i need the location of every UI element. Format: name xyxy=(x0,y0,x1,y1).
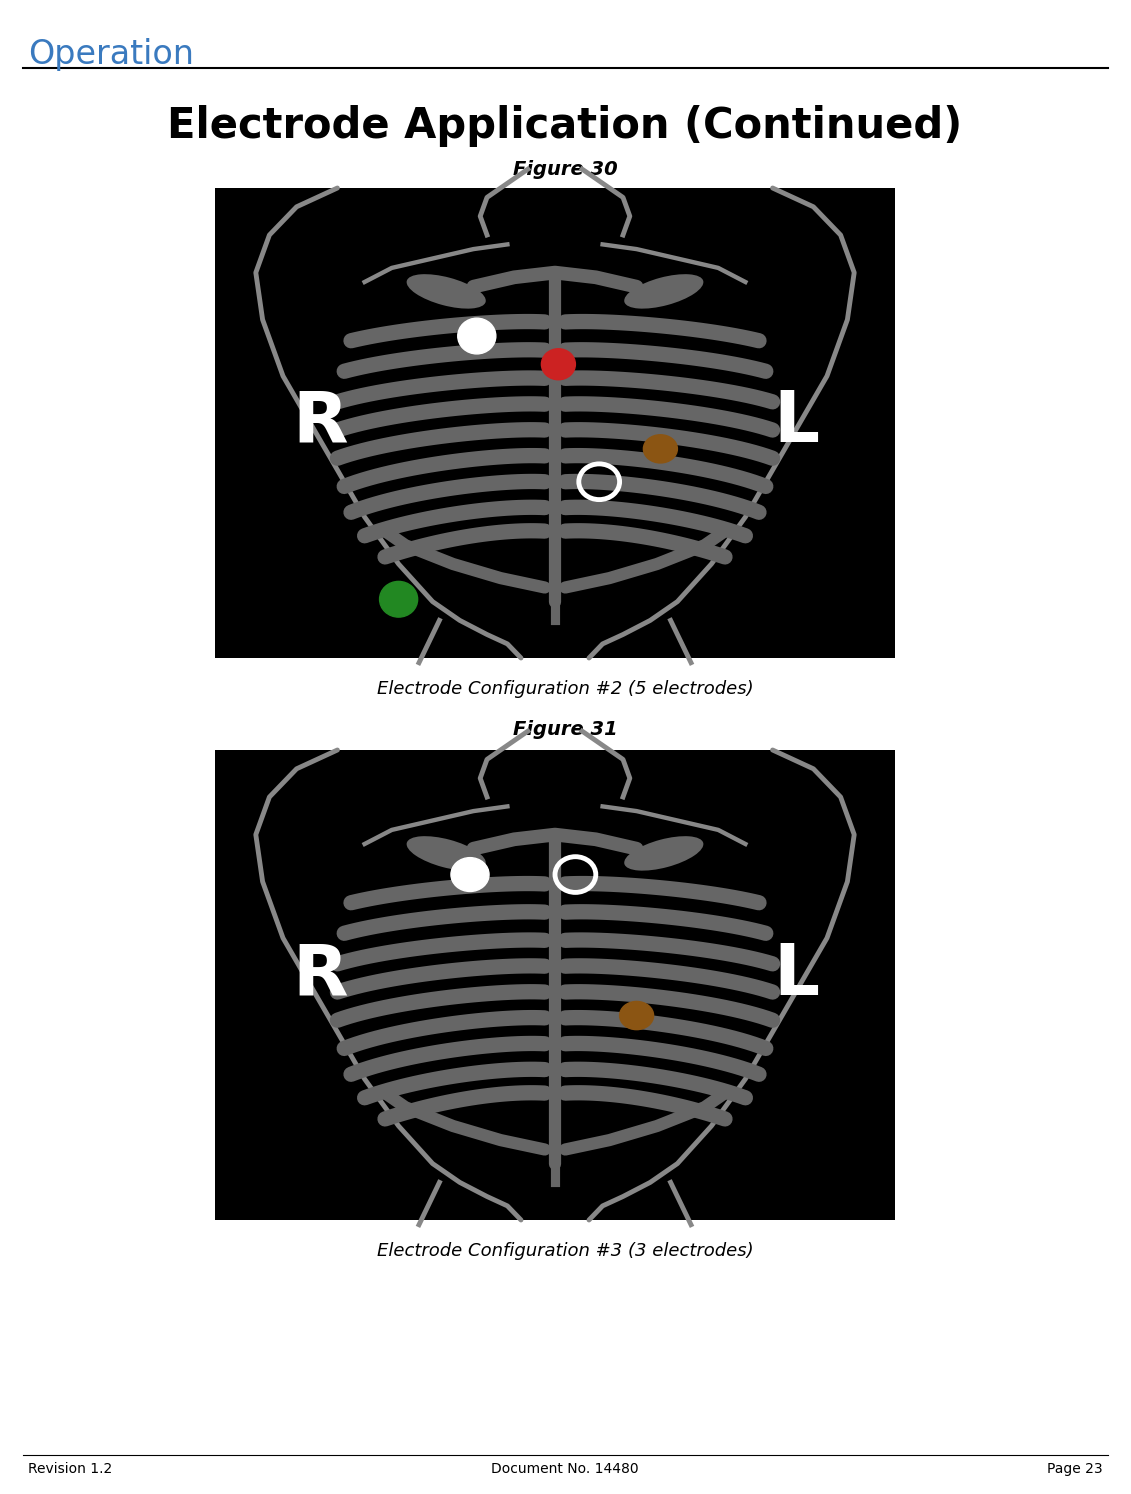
Text: Page 23: Page 23 xyxy=(1047,1463,1103,1476)
Text: Electrode Configuration #2 (5 electrodes): Electrode Configuration #2 (5 electrodes… xyxy=(377,680,753,698)
Text: R: R xyxy=(293,388,348,457)
Ellipse shape xyxy=(407,275,486,309)
Ellipse shape xyxy=(542,348,576,379)
Bar xyxy=(215,750,895,1221)
Ellipse shape xyxy=(407,837,486,871)
Ellipse shape xyxy=(620,1001,654,1029)
Text: Document No. 14480: Document No. 14480 xyxy=(491,1463,639,1476)
Text: R: R xyxy=(293,941,348,1010)
Text: Electrode Configuration #3 (3 electrodes): Electrode Configuration #3 (3 electrodes… xyxy=(377,1242,753,1259)
Ellipse shape xyxy=(624,275,703,309)
Text: L: L xyxy=(774,941,819,1010)
Ellipse shape xyxy=(644,435,677,463)
Ellipse shape xyxy=(624,837,703,871)
Text: Figure 30: Figure 30 xyxy=(512,160,618,179)
Ellipse shape xyxy=(451,858,489,892)
Text: Operation: Operation xyxy=(28,37,195,72)
Bar xyxy=(215,188,895,657)
Text: Revision 1.2: Revision 1.2 xyxy=(28,1463,112,1476)
Text: Electrode Application (Continued): Electrode Application (Continued) xyxy=(167,105,962,146)
Text: L: L xyxy=(774,388,819,457)
Ellipse shape xyxy=(380,581,417,617)
Ellipse shape xyxy=(458,318,495,354)
Text: Figure 31: Figure 31 xyxy=(512,720,618,740)
